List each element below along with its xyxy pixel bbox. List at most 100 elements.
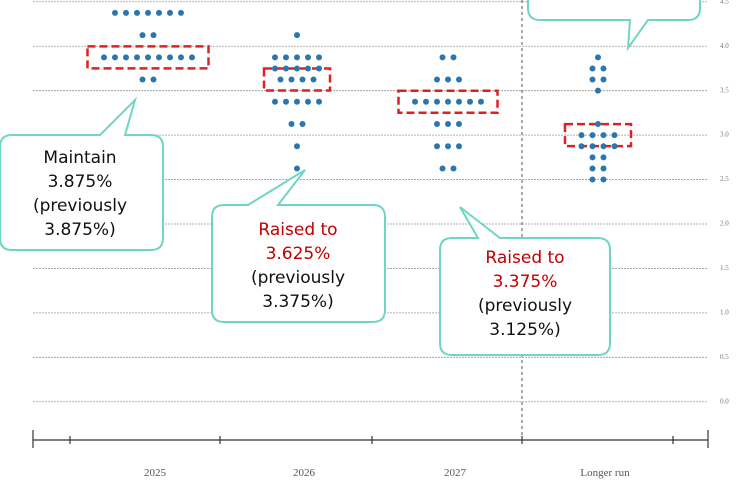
dot bbox=[189, 54, 195, 61]
dot bbox=[294, 165, 300, 172]
dot bbox=[294, 32, 300, 39]
dot bbox=[283, 98, 289, 105]
dot bbox=[272, 65, 278, 72]
dot bbox=[445, 121, 451, 127]
callout-bubble bbox=[0, 96, 164, 251]
dot bbox=[467, 98, 473, 105]
dot bbox=[434, 121, 440, 127]
callout-text: Raised to bbox=[485, 248, 564, 268]
dot bbox=[101, 54, 107, 61]
dot bbox=[316, 65, 322, 72]
dot bbox=[595, 54, 601, 61]
dot bbox=[439, 165, 446, 172]
dot bbox=[589, 154, 596, 161]
dot bbox=[145, 54, 151, 61]
dot bbox=[305, 65, 311, 72]
dot bbox=[456, 143, 462, 150]
y-tick-label: 1.0 bbox=[720, 308, 729, 316]
callout-text: 3.375% bbox=[493, 272, 558, 292]
dot bbox=[589, 176, 596, 183]
dot bbox=[456, 121, 462, 127]
y-tick-label: 4.0 bbox=[720, 42, 729, 50]
dot bbox=[139, 76, 146, 83]
callout-text: 3.875%) bbox=[44, 220, 115, 240]
dot bbox=[600, 76, 607, 83]
dot bbox=[434, 76, 440, 83]
y-tick-label: 0.5 bbox=[720, 353, 729, 361]
dot bbox=[600, 154, 607, 161]
dot bbox=[277, 76, 284, 83]
dot bbox=[434, 143, 440, 150]
dot bbox=[589, 165, 596, 172]
dot bbox=[123, 54, 129, 61]
dot bbox=[589, 76, 596, 83]
callout-text: 3.375%) bbox=[262, 292, 333, 312]
dot bbox=[112, 54, 118, 61]
callout-text: 3.125%) bbox=[489, 320, 560, 340]
y-tick-label: 2.0 bbox=[720, 220, 729, 228]
callout-text: (previously bbox=[251, 268, 345, 288]
dot bbox=[294, 143, 300, 150]
dot bbox=[299, 76, 306, 83]
callout-bubble bbox=[527, 0, 701, 52]
callout-text: Raised to bbox=[258, 220, 337, 240]
dot bbox=[589, 65, 596, 72]
y-tick-label: 3.5 bbox=[720, 86, 729, 94]
dot bbox=[272, 54, 278, 61]
dot bbox=[600, 143, 607, 150]
dot bbox=[423, 98, 429, 105]
dot bbox=[150, 32, 157, 39]
dot bbox=[288, 121, 295, 127]
dot bbox=[299, 121, 306, 127]
dot bbox=[178, 9, 184, 16]
y-tick-label: 4.5 bbox=[720, 0, 729, 5]
median-box bbox=[397, 89, 499, 115]
dot bbox=[595, 87, 601, 94]
dot bbox=[450, 165, 457, 172]
dot bbox=[134, 54, 140, 61]
x-tick-label: 2025 bbox=[144, 467, 167, 479]
y-tick-label: 1.5 bbox=[720, 264, 729, 272]
dot bbox=[167, 9, 173, 16]
dot bbox=[294, 65, 300, 72]
median-box bbox=[262, 67, 332, 92]
dot bbox=[456, 98, 462, 105]
dot bbox=[283, 54, 289, 61]
x-tick-label: 2027 bbox=[444, 467, 467, 479]
callouts: Maintain 3.875% (previously 3.875%) Raised t… bbox=[0, 0, 701, 356]
dot bbox=[310, 76, 317, 83]
dot bbox=[123, 9, 129, 16]
dot bbox=[305, 98, 311, 105]
median-box bbox=[86, 45, 210, 70]
dot bbox=[167, 54, 173, 61]
x-tick-label: 2026 bbox=[293, 467, 316, 479]
dot bbox=[294, 54, 300, 61]
dot bbox=[445, 76, 451, 83]
dot bbox=[178, 54, 184, 61]
dot bbox=[600, 165, 607, 172]
x-tick-label: Longer run bbox=[580, 467, 630, 479]
callout-bubble bbox=[211, 169, 386, 323]
dot bbox=[272, 98, 278, 105]
dot bbox=[445, 98, 451, 105]
dot bbox=[139, 32, 146, 39]
dot bbox=[589, 132, 596, 139]
dot bbox=[478, 98, 484, 105]
dot bbox=[439, 54, 446, 61]
y-tick-label: 2.5 bbox=[720, 175, 729, 183]
dots bbox=[86, 9, 633, 183]
dot bbox=[316, 54, 322, 61]
y-tick-label: 0.0 bbox=[720, 397, 729, 405]
dot bbox=[611, 143, 618, 150]
x-axis bbox=[32, 430, 709, 448]
dot bbox=[283, 65, 289, 72]
dot bbox=[450, 54, 457, 61]
dot bbox=[578, 132, 585, 139]
dot bbox=[145, 9, 151, 16]
callout-text: 3.875% bbox=[48, 172, 113, 192]
dot bbox=[112, 9, 118, 16]
callout-text: (previously bbox=[33, 196, 127, 216]
dot bbox=[445, 143, 451, 150]
dot bbox=[288, 76, 295, 83]
